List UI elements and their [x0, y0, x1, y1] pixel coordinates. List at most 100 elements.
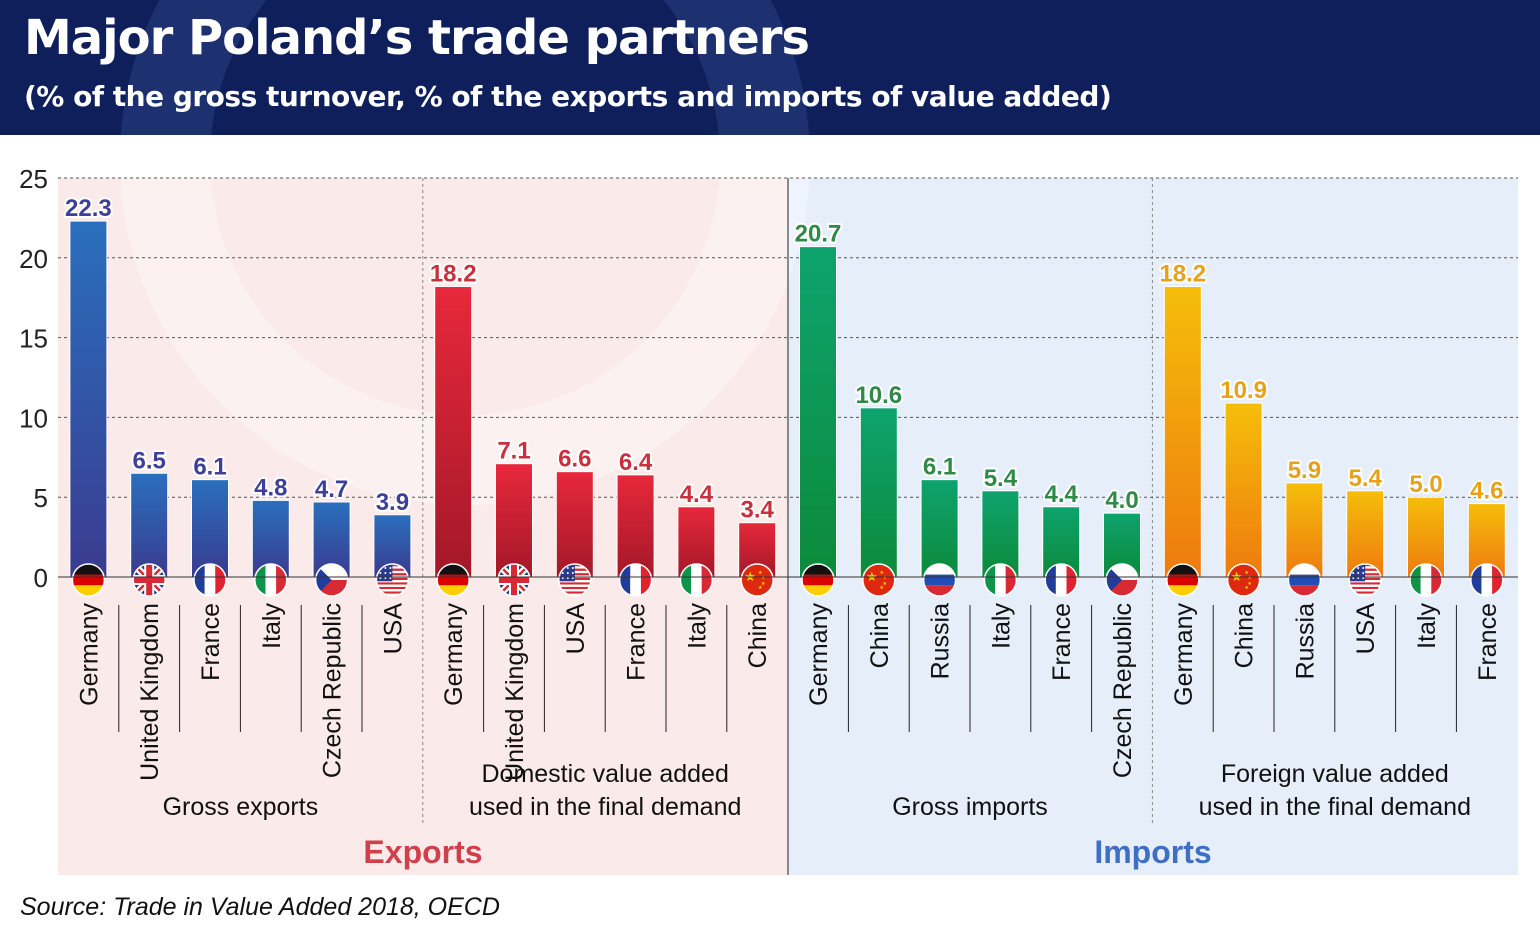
svg-text:★: ★ — [883, 575, 888, 581]
category-label: China — [866, 603, 894, 668]
bar-value-label: 3.9 — [376, 489, 409, 516]
category-label: Germany — [75, 603, 103, 706]
bar-value-label: 7.1 — [497, 438, 530, 465]
flag-italy — [254, 563, 288, 597]
category-label: France — [1474, 603, 1502, 681]
bar-value-label: 5.0 — [1409, 471, 1442, 498]
category-label: Italy — [987, 603, 1015, 649]
bar-value-label: 10.6 — [855, 382, 902, 409]
flag-germany — [71, 563, 106, 597]
flag-czech-republic — [1105, 563, 1139, 597]
flag-france — [618, 563, 653, 597]
category-label: USA — [562, 603, 590, 655]
bar — [1346, 490, 1385, 578]
y-tick-label: 0 — [34, 563, 48, 593]
y-tick-label: 20 — [19, 244, 48, 274]
flag-germany — [801, 563, 835, 597]
header-banner: Major Poland’s trade partners (% of the … — [0, 0, 1540, 135]
bar-value-label: 20.7 — [795, 221, 842, 248]
flag-germany — [1166, 563, 1200, 597]
bar-value-label: 3.4 — [741, 497, 775, 524]
category-label: USA — [379, 603, 407, 655]
flag-italy — [1409, 563, 1443, 597]
category-label: Italy — [258, 603, 286, 649]
category-label: United Kingdom — [136, 603, 164, 781]
svg-text:★: ★ — [761, 575, 766, 581]
category-label: Germany — [440, 603, 468, 706]
flag-france — [1044, 563, 1078, 597]
bar — [69, 220, 108, 578]
bar-value-label: 18.2 — [430, 261, 477, 288]
category-label: Russia — [927, 603, 955, 680]
category-label: Germany — [1170, 603, 1198, 706]
bar-value-label: 6.1 — [923, 454, 956, 481]
category-label: Czech Republic — [1109, 603, 1137, 778]
svg-text:★: ★ — [761, 581, 766, 587]
group-label: Gross exports — [163, 793, 319, 821]
panel-background — [788, 178, 1518, 875]
bar — [616, 474, 655, 578]
category-label: United Kingdom — [501, 603, 529, 781]
group-label: Foreign value added — [1221, 760, 1449, 788]
flag-france — [1470, 563, 1504, 597]
bar-value-label: 6.1 — [193, 454, 226, 481]
bar — [1163, 286, 1202, 578]
group-label: Domestic value added — [482, 760, 729, 788]
bar — [1285, 482, 1324, 578]
panel-label: Imports — [1094, 834, 1211, 870]
group-label: Gross imports — [892, 793, 1048, 821]
bar — [981, 490, 1020, 578]
bar-value-label: 10.9 — [1220, 377, 1267, 404]
flag-russia — [922, 563, 957, 597]
bar-value-label: 4.8 — [254, 474, 287, 501]
group-label: used in the final demand — [469, 793, 741, 821]
bar-chart: 0 5 10 15 20 25 22.3 Germany 6.5 United Kingdom 6.… — [19, 135, 1518, 875]
bar — [191, 479, 229, 578]
bar — [920, 479, 959, 578]
bar — [799, 246, 837, 578]
flag-russia — [1287, 563, 1322, 597]
flag-germany — [436, 563, 470, 597]
bar-value-label: 4.4 — [1045, 481, 1079, 508]
bar-value-label: 4.7 — [315, 476, 348, 503]
category-label: China — [1231, 603, 1259, 668]
svg-text:★: ★ — [1244, 570, 1249, 576]
flag-china: ★ ★★★★ — [1226, 563, 1261, 597]
panel-label: Exports — [363, 834, 482, 870]
bar-value-label: 18.2 — [1159, 261, 1206, 288]
bar — [1224, 402, 1263, 578]
svg-text:★: ★ — [758, 585, 763, 591]
y-tick-label: 5 — [34, 483, 48, 513]
flag-italy — [983, 563, 1018, 597]
bar-value-label: 4.0 — [1105, 487, 1138, 514]
y-tick-label: 10 — [19, 403, 48, 433]
bar — [859, 407, 898, 578]
svg-text:★: ★ — [1247, 575, 1252, 581]
flag-united-kingdom — [497, 563, 531, 597]
group-label: used in the final demand — [1199, 793, 1471, 821]
bar — [495, 463, 533, 578]
svg-text:★: ★ — [1244, 585, 1249, 591]
category-label: China — [744, 603, 772, 668]
category-label: Germany — [805, 603, 833, 706]
category-label: France — [623, 603, 651, 681]
bar-value-label: 4.4 — [680, 481, 714, 508]
category-label: France — [1048, 603, 1076, 681]
category-label: Italy — [683, 603, 711, 649]
svg-text:★: ★ — [1247, 581, 1252, 587]
bar-value-label: 5.4 — [984, 465, 1018, 492]
category-label: Czech Republic — [319, 603, 347, 778]
flag-china: ★ ★★★★ — [862, 563, 896, 597]
flag-china: ★ ★★★★ — [740, 563, 774, 597]
bar-value-label: 22.3 — [65, 195, 112, 222]
flag-usa — [375, 563, 410, 597]
bar-value-label: 6.5 — [133, 447, 166, 474]
svg-text:★: ★ — [883, 581, 888, 587]
svg-text:★: ★ — [880, 585, 885, 591]
category-label: USA — [1352, 603, 1380, 655]
category-label: France — [197, 603, 225, 681]
flag-usa — [1348, 563, 1382, 597]
page-title: Major Poland’s trade partners — [24, 10, 810, 66]
flag-usa — [558, 563, 592, 597]
flag-czech-republic — [314, 563, 349, 597]
